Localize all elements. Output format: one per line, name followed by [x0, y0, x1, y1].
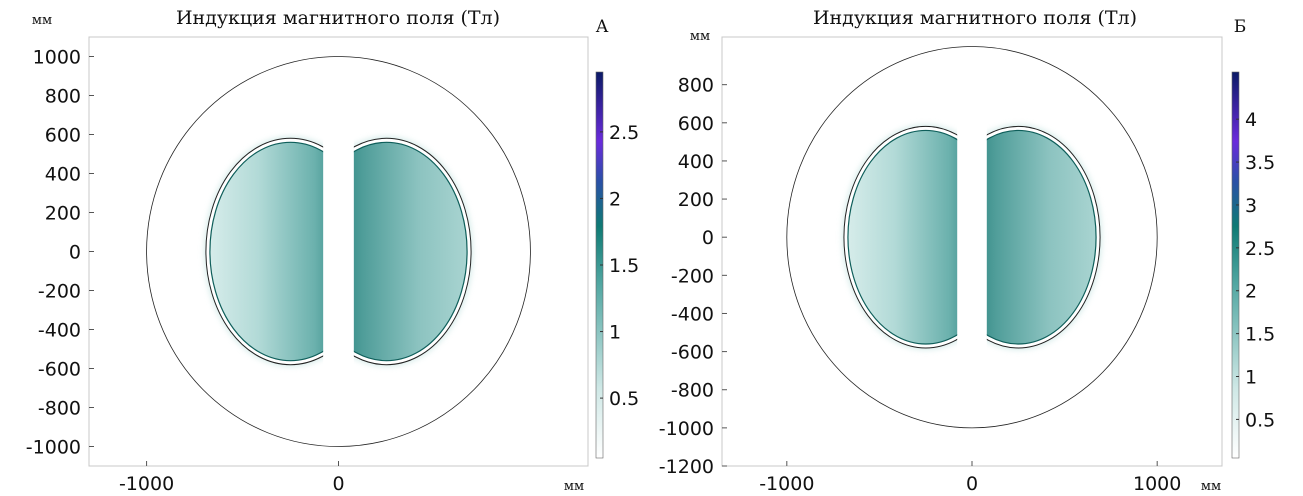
colorbar-tick-label: 4 [1245, 109, 1257, 131]
colorbar-tick-label: 3 [1245, 195, 1257, 217]
y-tick-label: 1000 [33, 47, 81, 69]
y-tick-label: -600 [671, 342, 714, 364]
panel-label: Б [1234, 17, 1247, 37]
pole-field [353, 141, 468, 362]
x-axis-unit-label: мм [1201, 479, 1221, 494]
colorbar-tick-label: 3.5 [1245, 152, 1275, 174]
colorbar-tick-label: 2.5 [609, 122, 639, 144]
colorbar-tick-label: 0.5 [1245, 409, 1275, 431]
outer-boundary-circle [786, 46, 1158, 429]
y-tick-label: -800 [38, 398, 81, 420]
y-tick-label: -1200 [659, 456, 714, 478]
panel-a: Индукция магнитного поля (Тл) Амм мм 1000 80… [26, 7, 639, 495]
x-tick-label: 0 [332, 473, 344, 495]
pole-field [209, 141, 324, 362]
chart-title: Индукция магнитного поля (Тл) [813, 7, 1137, 29]
colorbar-tick-label: 1.5 [1245, 324, 1275, 346]
chart-title: Индукция магнитного поля (Тл) [176, 7, 500, 29]
y-tick-label: -800 [671, 380, 714, 402]
colorbar-tick-label: 1.5 [609, 255, 639, 277]
colorbar-tick-label: 0.5 [609, 388, 639, 410]
y-tick-label: 600 [678, 113, 714, 135]
y-tick-label: 200 [45, 203, 81, 225]
y-tick-label: 400 [678, 151, 714, 173]
y-tick-label: 400 [45, 164, 81, 186]
y-tick-label: 800 [678, 75, 714, 97]
colorbar-tick-label: 1 [1245, 367, 1257, 389]
y-tick-label: -400 [671, 303, 714, 325]
y-axis-unit-label: мм [690, 29, 710, 44]
x-axis-unit-label: мм [564, 479, 584, 494]
x-tick-label: 1000 [1133, 473, 1181, 495]
y-tick-label: 600 [45, 125, 81, 147]
x-tick-label: -1000 [119, 473, 174, 495]
right-pole [986, 124, 1103, 350]
left-pole [841, 124, 958, 350]
left-pole [203, 136, 324, 367]
panel-b: Индукция магнитного поля (Тл) Бмм мм 800 600… [659, 7, 1275, 495]
y-axis-unit-label: мм [32, 13, 52, 28]
y-tick-label: -1000 [659, 418, 714, 440]
colorbar-tick-label: 1 [609, 322, 621, 344]
y-tick-label: -600 [38, 359, 81, 381]
y-tick-label: 0 [69, 242, 81, 264]
y-tick-label: -400 [38, 320, 81, 342]
y-tick-label: -200 [38, 281, 81, 303]
pole-field [986, 129, 1097, 345]
y-tick-label: -1000 [26, 437, 81, 459]
right-pole [353, 136, 474, 367]
plot-area [721, 36, 1223, 467]
y-tick-label: 800 [45, 86, 81, 108]
y-tick-label: -200 [671, 265, 714, 287]
colorbar-tick-label: 2 [1245, 281, 1257, 303]
x-tick-label: 0 [966, 473, 978, 495]
pole-field [847, 129, 958, 345]
x-tick-label: -1000 [759, 473, 814, 495]
colorbar-tick-label: 2 [609, 188, 621, 210]
panel-label: А [596, 17, 609, 37]
y-tick-label: 200 [678, 189, 714, 211]
plot-area [88, 36, 589, 467]
colorbar-tick-label: 2.5 [1245, 238, 1275, 260]
colorbar [1231, 71, 1240, 459]
y-tick-label: 0 [702, 227, 714, 249]
outer-boundary-circle [146, 56, 531, 447]
